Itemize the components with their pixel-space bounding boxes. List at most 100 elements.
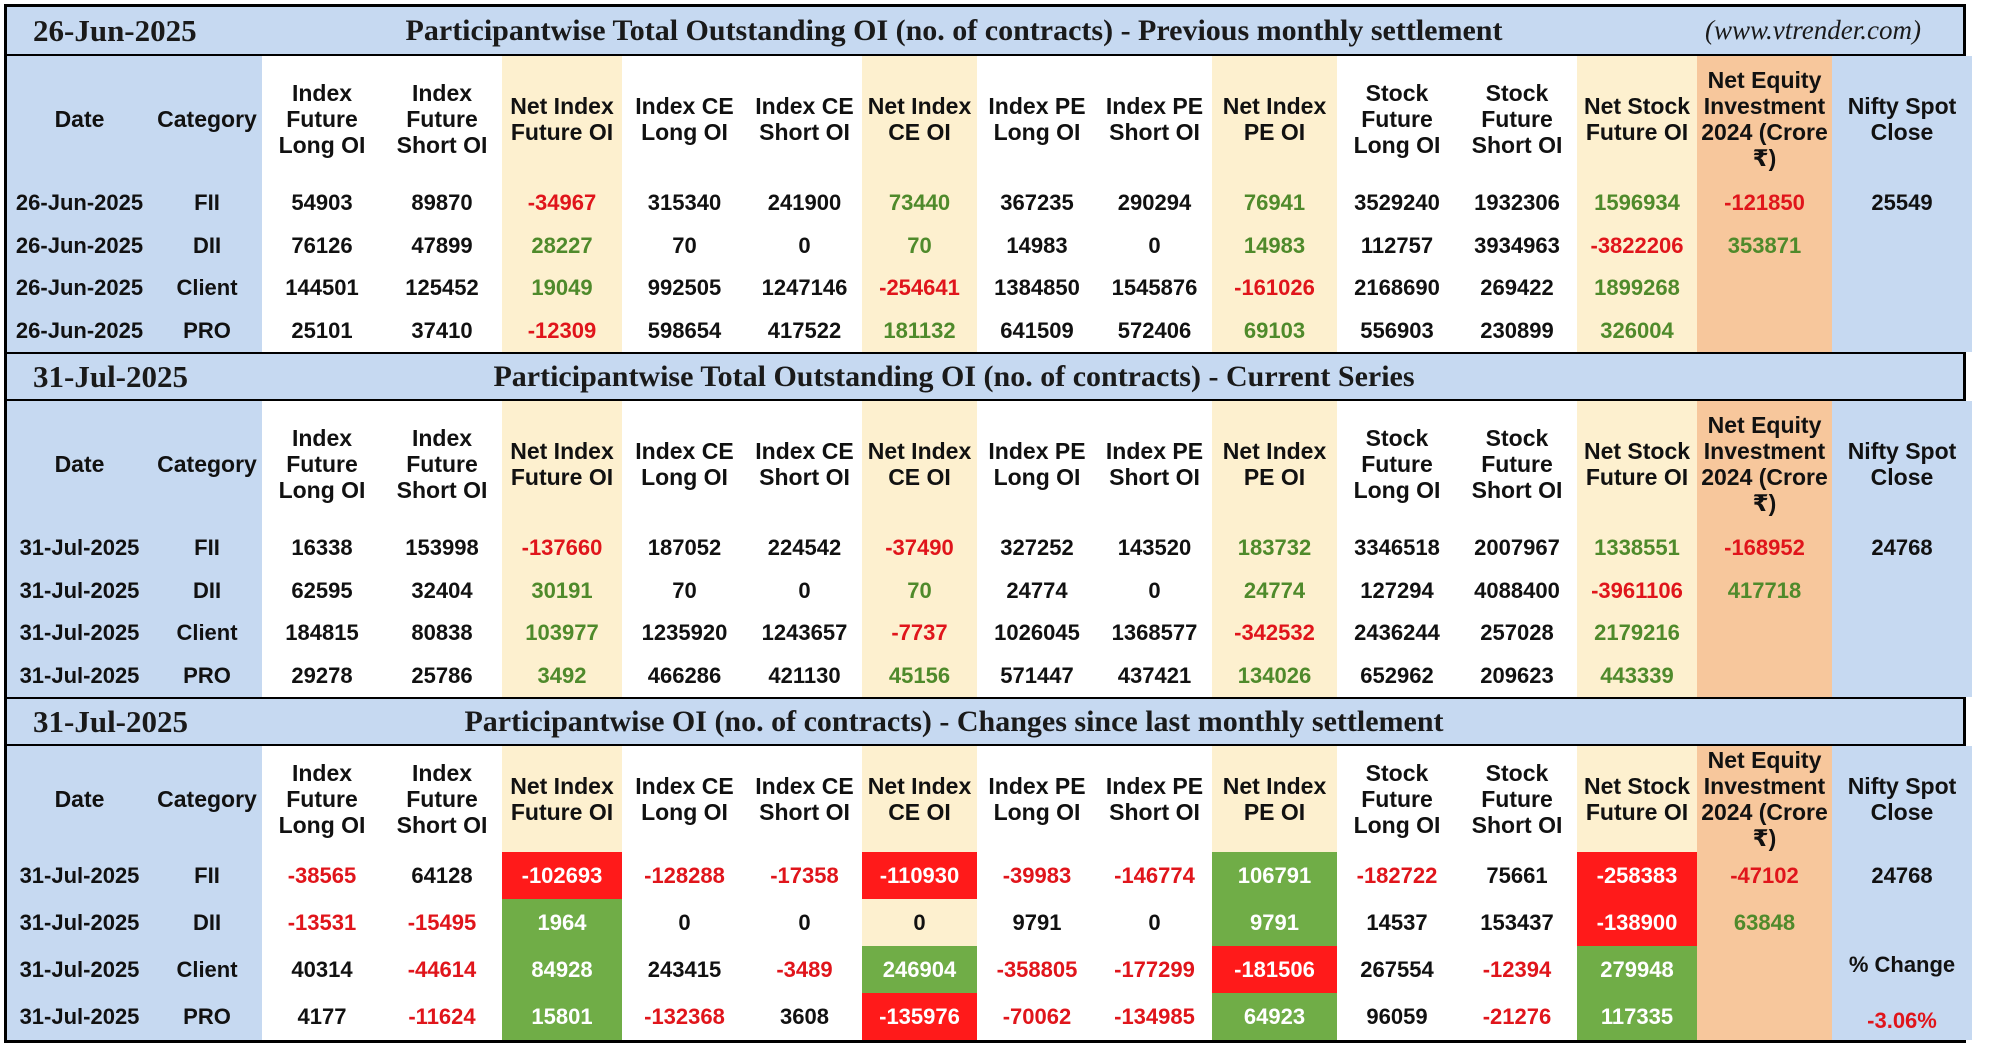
cell-net-stock-future-oi: -138900 <box>1577 899 1697 946</box>
section-title: Participantwise Total Outstanding OI (no… <box>405 13 1503 47</box>
table-row: 31-Jul-2025 FII -38565 64128 -102693 -128288-… <box>7 852 1972 899</box>
cell-net-index-ce-oi: 70 <box>862 569 977 612</box>
cell-index-future-short-oi: 153998 <box>382 527 502 570</box>
cell-date: 31-Jul-2025 <box>7 527 152 570</box>
header-net-stock-future-oi: Net Stock Future OI <box>1577 746 1697 852</box>
section-banner: 31-Jul-2025 Participantwise Total Outstan… <box>7 352 1963 401</box>
cell-net-stock-future-oi: 2179216 <box>1577 612 1697 655</box>
header-net-index-pe-oi: Net Index PE OI <box>1212 401 1337 527</box>
header-net-stock-future-oi: Net Stock Future OI <box>1577 56 1697 182</box>
cell-net-index-pe-oi: 24774 <box>1212 569 1337 612</box>
cell-index-future-long-oi: 4177 <box>262 993 382 1040</box>
header-index-ce-short-oi: Index CE Short OI <box>747 746 862 852</box>
cell-net-index-future-oi: -34967 <box>502 182 622 225</box>
header-stock-future-long-oi: Stock Future Long OI <box>1337 56 1457 182</box>
cell-index-future-long-oi: -38565 <box>262 852 382 899</box>
cell-category: PRO <box>152 309 262 352</box>
cell-net-equity-investment <box>1697 267 1832 310</box>
cell-index-pe-long-oi: 14983 <box>977 224 1097 267</box>
table-row: 26-Jun-2025 DII 76126 47899 28227 70 0 70 14983 0… <box>7 224 1972 267</box>
cell-index-future-long-oi: 25101 <box>262 309 382 352</box>
cell-index-future-short-oi: -11624 <box>382 993 502 1040</box>
cell-stock-future-long-oi: 2168690 <box>1337 267 1457 310</box>
header-index-future-short-oi: Index Future Short OI <box>382 746 502 852</box>
cell-net-index-future-oi: 3492 <box>502 654 622 697</box>
header-stock-future-short-oi: Stock Future Short OI <box>1457 56 1577 182</box>
nifty-change-label: % Change <box>1848 952 1956 977</box>
cell-category: PRO <box>152 654 262 697</box>
cell-net-index-ce-oi: -254641 <box>862 267 977 310</box>
cell-category: Client <box>152 612 262 655</box>
section-title: Participantwise OI (no. of contracts) - … <box>464 704 1444 738</box>
cell-net-index-pe-oi: 134026 <box>1212 654 1337 697</box>
header-stock-future-short-oi: Stock Future Short OI <box>1457 401 1577 527</box>
cell-net-index-pe-oi: 76941 <box>1212 182 1337 225</box>
cell-date: 31-Jul-2025 <box>7 899 152 946</box>
cell-stock-future-long-oi: -182722 <box>1337 852 1457 899</box>
cell-net-stock-future-oi: 326004 <box>1577 309 1697 352</box>
table-row: 31-Jul-2025 Client 184815 80838 103977 123592… <box>7 612 1972 655</box>
cell-index-pe-short-oi: 572406 <box>1097 309 1212 352</box>
cell-stock-future-short-oi: 2007967 <box>1457 527 1577 570</box>
cell-index-ce-long-oi: -132368 <box>622 993 747 1040</box>
cell-stock-future-short-oi: -12394 <box>1457 946 1577 993</box>
cell-stock-future-long-oi: 14537 <box>1337 899 1457 946</box>
cell-net-index-ce-oi: 0 <box>862 899 977 946</box>
cell-index-future-long-oi: -13531 <box>262 899 382 946</box>
cell-nifty-spot-close <box>1832 309 1972 352</box>
table-row: 31-Jul-2025 Client 40314 -44614 84928 243415-… <box>7 946 1972 1040</box>
cell-index-ce-short-oi: 417522 <box>747 309 862 352</box>
cell-stock-future-long-oi: 267554 <box>1337 946 1457 993</box>
section-title: Participantwise Total Outstanding OI (no… <box>493 359 1415 393</box>
cell-index-future-long-oi: 16338 <box>262 527 382 570</box>
cell-stock-future-long-oi: 112757 <box>1337 224 1457 267</box>
cell-index-pe-short-oi: -177299 <box>1097 946 1212 993</box>
cell-index-pe-short-oi: 437421 <box>1097 654 1212 697</box>
cell-date: 31-Jul-2025 <box>7 946 152 993</box>
header-net-index-ce-oi: Net Index CE OI <box>862 401 977 527</box>
section-date: 26-Jun-2025 <box>33 12 197 48</box>
cell-net-index-ce-oi: -110930 <box>862 852 977 899</box>
cell-net-index-ce-oi: 246904 <box>862 946 977 993</box>
cell-index-pe-short-oi: -134985 <box>1097 993 1212 1040</box>
cell-net-stock-future-oi: 443339 <box>1577 654 1697 697</box>
header-index-pe-short-oi: Index PE Short OI <box>1097 401 1212 527</box>
cell-net-stock-future-oi: -3961106 <box>1577 569 1697 612</box>
cell-index-pe-short-oi: 0 <box>1097 224 1212 267</box>
table-row: 31-Jul-2025 PRO 29278 25786 3492 466286 421130… <box>7 654 1972 697</box>
cell-net-index-future-oi: -137660 <box>502 527 622 570</box>
section-banner: 31-Jul-2025 Participantwise OI (no. of co… <box>7 697 1963 746</box>
cell-index-future-short-oi: 125452 <box>382 267 502 310</box>
oi-report-sheet: 26-Jun-2025 Participantwise Total Outstan… <box>4 4 1972 1043</box>
cell-net-equity-investment: -47102 <box>1697 852 1832 899</box>
cell-index-ce-short-oi: 0 <box>747 569 862 612</box>
cell-index-ce-long-oi: 243415 <box>622 946 747 993</box>
cell-index-pe-long-oi: -358805 <box>977 946 1097 993</box>
cell-date: 26-Jun-2025 <box>7 182 152 225</box>
header-nifty-spot-close: Nifty Spot Close <box>1832 401 1972 527</box>
cell-category: FII <box>152 182 262 225</box>
cell-net-stock-future-oi: 1338551 <box>1577 527 1697 570</box>
header-index-pe-long-oi: Index PE Long OI <box>977 56 1097 182</box>
cell-index-ce-short-oi: 0 <box>747 899 862 946</box>
cell-stock-future-short-oi: 209623 <box>1457 654 1577 697</box>
header-stock-future-long-oi: Stock Future Long OI <box>1337 746 1457 852</box>
cell-index-pe-short-oi: 143520 <box>1097 527 1212 570</box>
header-date: Date <box>7 746 152 852</box>
cell-date: 26-Jun-2025 <box>7 309 152 352</box>
cell-net-index-pe-oi: 64923 <box>1212 993 1337 1040</box>
cell-net-stock-future-oi: 117335 <box>1577 993 1697 1040</box>
cell-net-equity-investment <box>1697 993 1832 1040</box>
cell-net-index-ce-oi: -135976 <box>862 993 977 1040</box>
cell-index-future-short-oi: 25786 <box>382 654 502 697</box>
cell-nifty-spot-close <box>1832 224 1972 267</box>
cell-index-ce-long-oi: 70 <box>622 224 747 267</box>
table-row: 31-Jul-2025 FII 16338 153998 -137660 187052 22… <box>7 527 1972 570</box>
cell-net-index-future-oi: -102693 <box>502 852 622 899</box>
cell-index-pe-long-oi: -70062 <box>977 993 1097 1040</box>
cell-net-index-future-oi: 19049 <box>502 267 622 310</box>
cell-net-index-future-oi: 84928 <box>502 946 622 993</box>
header-index-pe-short-oi: Index PE Short OI <box>1097 746 1212 852</box>
cell-index-future-long-oi: 144501 <box>262 267 382 310</box>
cell-category: DII <box>152 569 262 612</box>
